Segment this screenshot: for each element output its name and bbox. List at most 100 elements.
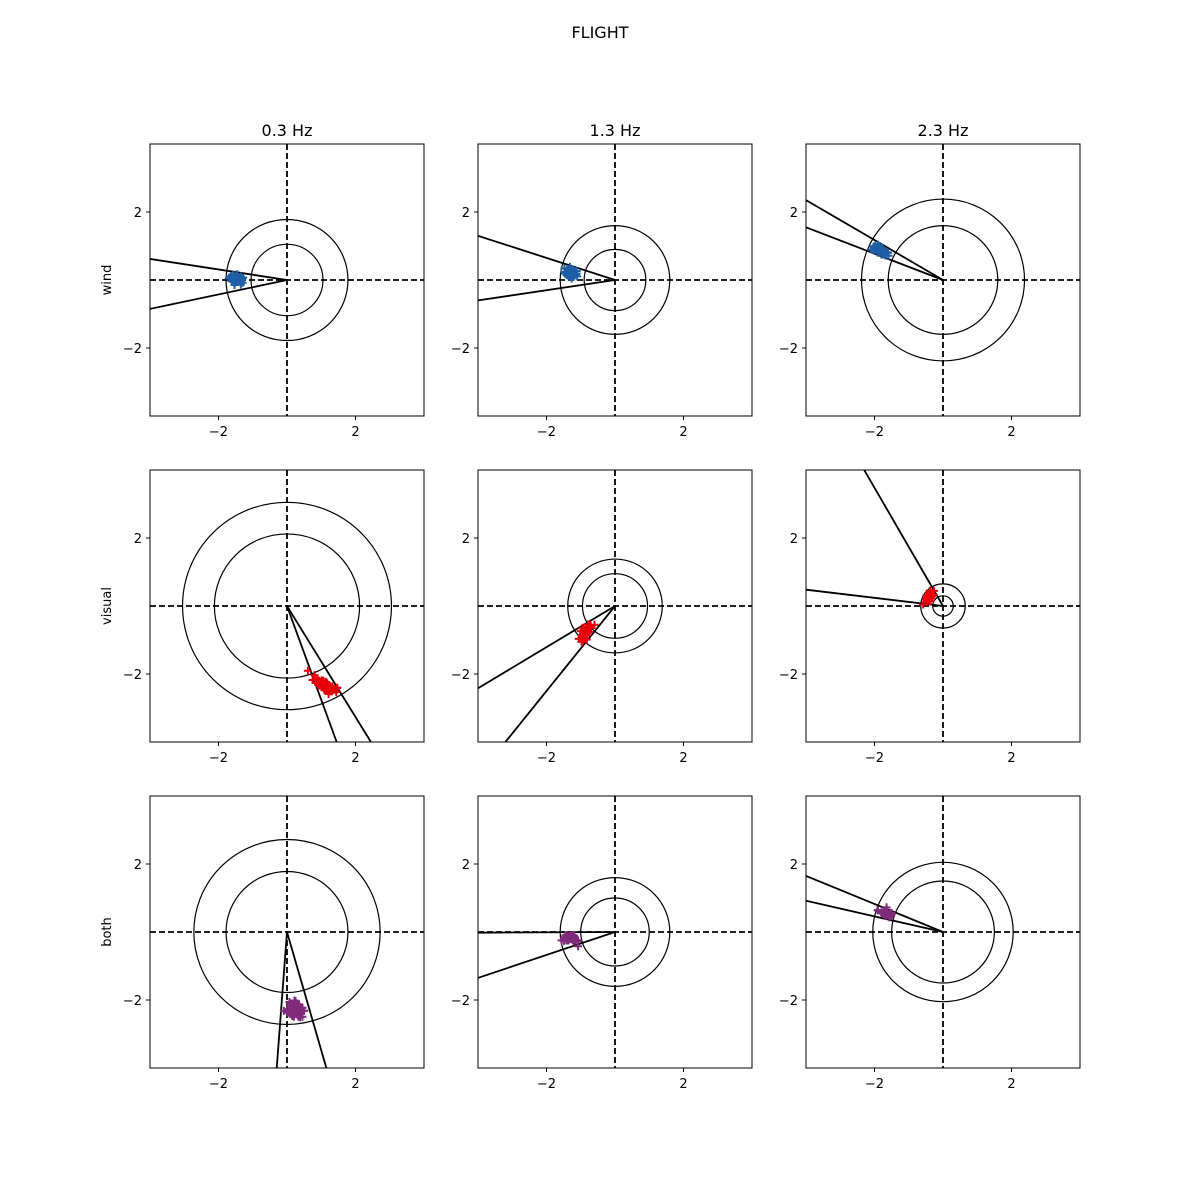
y-tick-label: −2: [779, 668, 798, 683]
axes-frame: [805, 795, 1081, 1069]
scatter-point: [885, 913, 894, 922]
y-tick-label: −2: [123, 994, 142, 1009]
scatter-series: [279, 996, 309, 1022]
plot-area: [478, 144, 752, 416]
x-tick-label: −2: [865, 1077, 884, 1092]
y-tick-label: 2: [790, 532, 798, 547]
scatter-point: [880, 907, 889, 916]
scatter-point: [283, 1005, 292, 1014]
axes-frame: [477, 795, 753, 1069]
scatter-series: [303, 666, 342, 698]
x-tick-label: 2: [1007, 751, 1015, 766]
axes-frame: [477, 143, 753, 417]
axes-frame: [805, 143, 1081, 417]
scatter-point: [287, 1011, 296, 1020]
wedge-line: [478, 931, 616, 979]
figure-title: FLIGHT: [571, 23, 628, 42]
scatter-point: [303, 666, 312, 675]
scatter-series: [557, 930, 583, 951]
scatter-point: [564, 936, 573, 945]
plot-area: [150, 144, 424, 416]
row-label: visual: [100, 587, 115, 625]
scatter-series: [873, 903, 896, 922]
wedge-line: [286, 931, 328, 1068]
scatter-point: [314, 680, 323, 689]
wedge-line: [504, 605, 616, 742]
x-tick-label: −2: [865, 425, 884, 440]
wedge-line: [150, 258, 288, 281]
scatter-point: [565, 265, 574, 274]
scatter-point: [238, 278, 247, 287]
wedge-line: [478, 605, 616, 690]
scatter-point: [332, 688, 341, 697]
panel-visual-2-3-Hz: −2 2 −2 2: [779, 469, 1081, 766]
scatter-series: [919, 586, 938, 609]
x-tick-label: −2: [537, 425, 556, 440]
y-tick-label: −2: [123, 342, 142, 357]
plot-area: [478, 470, 752, 742]
wedge-line: [286, 605, 338, 742]
wedge-line: [806, 899, 944, 933]
y-tick-label: −2: [779, 342, 798, 357]
column-title: 1.3 Hz: [590, 121, 641, 140]
axes-frame: [149, 795, 425, 1069]
y-tick-label: 2: [134, 858, 142, 873]
scatter-series: [574, 620, 599, 646]
scatter-point: [887, 908, 896, 917]
scatter-point: [312, 674, 321, 683]
scatter-point: [308, 676, 317, 685]
scatter-point: [927, 589, 936, 598]
scatter-point: [871, 241, 880, 250]
x-tick-label: −2: [865, 751, 884, 766]
scatter-point: [881, 250, 890, 259]
y-tick-label: −2: [451, 668, 470, 683]
panel-visual-1-3-Hz: −2 2 −2 2: [451, 469, 753, 766]
plot-area: [806, 470, 1080, 742]
panel-wind-0-3-Hz: −2 2 −2 2: [123, 143, 425, 440]
scatter-point: [229, 270, 238, 279]
x-tick-label: 2: [679, 1077, 687, 1092]
plot-area: [806, 796, 1080, 1068]
x-tick-label: −2: [209, 425, 228, 440]
y-tick-label: 2: [462, 206, 470, 221]
panel-both-1-3-Hz: −2 2 −2 2: [451, 795, 753, 1092]
scatter-point: [872, 246, 881, 254]
y-tick-label: 2: [790, 206, 798, 221]
plot-area: [806, 144, 1080, 416]
x-tick-label: −2: [209, 751, 228, 766]
row-label: wind: [100, 265, 115, 296]
y-tick-label: −2: [451, 342, 470, 357]
panel-both-0-3-Hz: −2 2 −2 2: [123, 795, 425, 1092]
plot-area: [478, 796, 752, 1068]
x-tick-label: 2: [351, 751, 359, 766]
y-tick-label: 2: [790, 858, 798, 873]
scatter-point: [571, 935, 580, 944]
axes-frame: [149, 143, 425, 417]
panel-wind-2-3-Hz: −2 2 −2 2: [779, 143, 1081, 440]
x-tick-label: 2: [679, 751, 687, 766]
x-tick-label: −2: [209, 1077, 228, 1092]
scatter-point: [298, 1003, 307, 1012]
scatter-series: [560, 262, 582, 283]
x-tick-label: 2: [679, 425, 687, 440]
wedge-line: [478, 279, 616, 302]
column-title: 0.3 Hz: [262, 121, 313, 140]
wedge-line: [806, 199, 944, 281]
wedge-line: [478, 234, 616, 281]
y-tick-label: −2: [451, 994, 470, 1009]
scatter-series: [867, 240, 893, 260]
x-tick-label: −2: [537, 1077, 556, 1092]
wedge-line: [863, 470, 944, 607]
plot-area: [150, 796, 424, 1068]
scatter-point: [324, 683, 333, 692]
scatter-point: [919, 600, 928, 609]
y-tick-label: −2: [123, 668, 142, 683]
y-tick-label: 2: [134, 532, 142, 547]
scatter-point: [286, 999, 295, 1008]
axes-frame: [805, 469, 1081, 743]
x-tick-label: 2: [1007, 425, 1015, 440]
scatter-point: [225, 273, 234, 282]
scatter-series: [224, 270, 248, 290]
